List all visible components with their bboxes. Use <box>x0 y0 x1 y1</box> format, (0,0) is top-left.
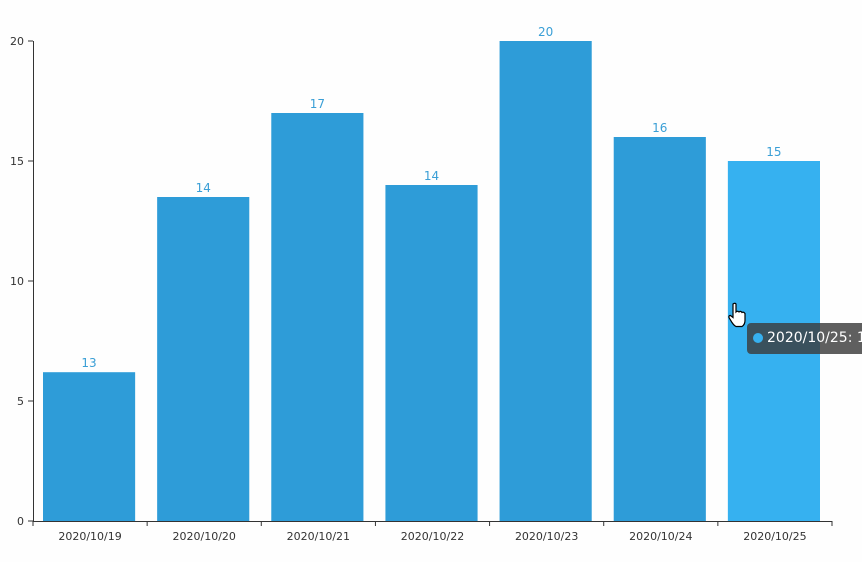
x-tick-label: 2020/10/23 <box>515 530 578 543</box>
tooltip-text: 2020/10/25: 1 <box>767 330 862 346</box>
y-tick-label: 15 <box>10 155 24 168</box>
bar <box>157 197 250 521</box>
data-label: 17 <box>310 97 325 111</box>
bar <box>499 41 592 521</box>
tooltip-series-dot <box>753 333 763 343</box>
y-tick-label: 0 <box>17 515 24 528</box>
tooltip: 2020/10/25: 1 <box>747 323 862 354</box>
y-tick-label: 10 <box>10 275 24 288</box>
data-label: 15 <box>766 145 781 159</box>
bar <box>385 185 478 521</box>
x-tick-label: 2020/10/22 <box>401 530 464 543</box>
x-tick-label: 2020/10/20 <box>173 530 236 543</box>
data-label: 13 <box>81 356 96 370</box>
x-tick-label: 2020/10/24 <box>629 530 692 543</box>
data-label: 14 <box>196 181 211 195</box>
y-tick-label: 5 <box>17 395 24 408</box>
x-tick-label: 2020/10/21 <box>287 530 350 543</box>
data-label: 16 <box>652 121 667 135</box>
bar <box>613 137 706 521</box>
data-label: 14 <box>424 169 439 183</box>
data-label: 20 <box>538 25 553 39</box>
x-tick-label: 2020/10/25 <box>743 530 806 543</box>
x-tick-label: 2020/10/19 <box>58 530 121 543</box>
y-tick-label: 20 <box>10 35 24 48</box>
hand-cursor-icon <box>728 302 746 328</box>
bar <box>43 372 136 521</box>
bar <box>271 113 364 521</box>
